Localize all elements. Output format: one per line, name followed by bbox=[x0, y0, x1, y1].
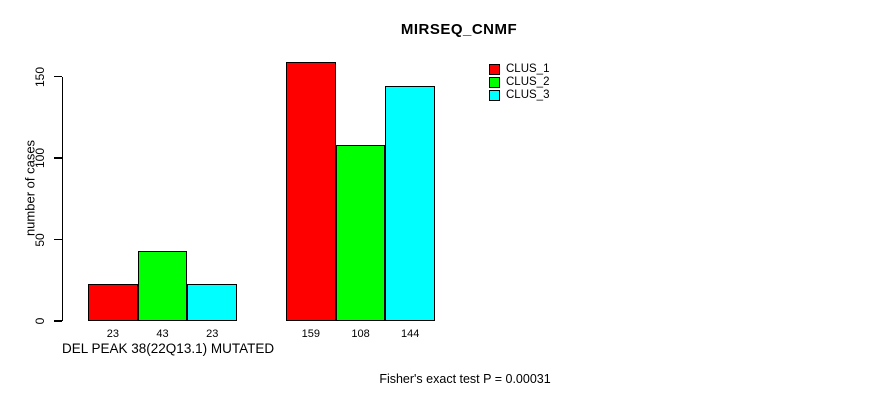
y-tick bbox=[53, 75, 62, 78]
legend-swatch-clus_1 bbox=[489, 64, 500, 75]
bar-clus_2-group1 bbox=[137, 250, 188, 321]
y-axis-line bbox=[61, 76, 63, 321]
y-tick bbox=[53, 157, 62, 159]
bar-clus_2-group2 bbox=[335, 144, 386, 321]
y-tick bbox=[53, 320, 62, 322]
y-tick-label: 0 bbox=[33, 317, 47, 325]
legend-item-clus_3: CLUS_3 bbox=[489, 89, 549, 102]
bar-value-label: 159 bbox=[301, 328, 321, 340]
bar-clus_3-group1 bbox=[187, 283, 238, 321]
bar-clus_3-group2 bbox=[385, 86, 436, 321]
legend: CLUS_1 CLUS_2 CLUS_3 bbox=[489, 63, 549, 102]
legend-swatch-clus_3 bbox=[489, 90, 500, 101]
bar-value-label: 23 bbox=[206, 328, 219, 340]
y-tick bbox=[53, 238, 62, 241]
x-axis-label: DEL PEAK 38(22Q13.1) MUTATED bbox=[62, 341, 275, 356]
y-tick-label: 150 bbox=[33, 66, 47, 87]
bar-value-label: 108 bbox=[351, 328, 370, 340]
legend-label: CLUS_1 bbox=[506, 63, 550, 75]
bar-value-label: 43 bbox=[156, 328, 169, 340]
bar-clus_1-group2 bbox=[286, 61, 336, 321]
legend-swatch-clus_2 bbox=[489, 77, 500, 88]
legend-item-clus_1: CLUS_1 bbox=[489, 63, 549, 76]
chart-title: MIRSEQ_CNMF bbox=[400, 21, 518, 38]
bar-value-label: 23 bbox=[106, 328, 119, 340]
legend-item-clus_2: CLUS_2 bbox=[489, 76, 549, 89]
y-tick-label: 100 bbox=[33, 147, 47, 169]
p-value-annotation: Fisher's exact test P = 0.00031 bbox=[379, 372, 551, 386]
legend-label: CLUS_3 bbox=[506, 89, 550, 101]
bar-value-label: 144 bbox=[401, 328, 420, 340]
y-tick-label: 50 bbox=[33, 232, 47, 247]
legend-label: CLUS_2 bbox=[506, 76, 550, 88]
bar-clus_1-group1 bbox=[88, 283, 138, 321]
